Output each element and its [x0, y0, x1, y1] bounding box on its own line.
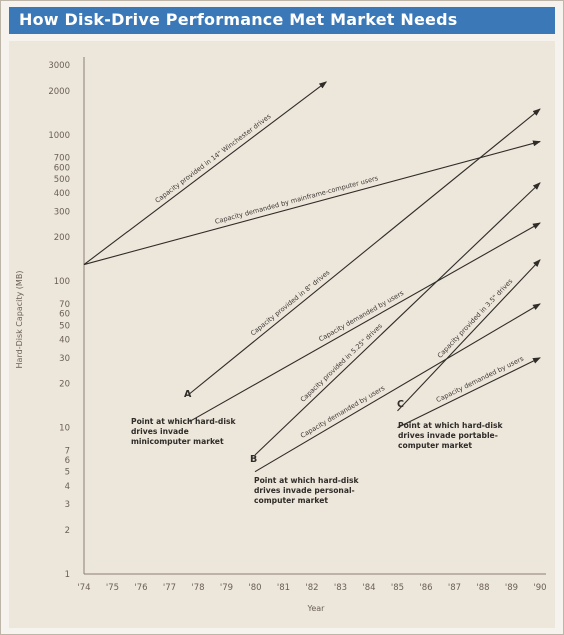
series-line [254, 182, 541, 456]
y-tick-label: 700 [54, 154, 70, 164]
x-tick-label: '76 [134, 583, 147, 593]
series-label: Capacity demanded by users [435, 354, 526, 404]
y-axis-title: Hard-Disk Capacity (MB) [15, 271, 24, 369]
annotation-note: computer market [254, 496, 328, 505]
x-tick-label: '75 [106, 583, 119, 593]
annotation-note: drives invade personal- [254, 486, 355, 495]
annotation-note: drives invade [131, 427, 189, 436]
y-tick-label: 2 [65, 526, 70, 536]
y-tick-label: 30 [59, 354, 70, 364]
annotation-note: drives invade portable- [398, 431, 498, 440]
series-line [189, 222, 541, 423]
x-tick-label: '87 [448, 583, 461, 593]
annotation-note: Point at which hard-disk [398, 421, 503, 430]
y-tick-label: 60 [59, 310, 70, 320]
y-tick-label: 5 [65, 468, 70, 478]
y-tick-label: 2000 [48, 87, 70, 97]
y-tick-label: 400 [54, 189, 70, 199]
x-tick-label: '88 [476, 583, 489, 593]
x-tick-label: '83 [334, 583, 347, 593]
y-tick-label: 600 [54, 163, 70, 173]
chart-title: How Disk-Drive Performance Met Market Ne… [19, 10, 458, 29]
series-line [397, 259, 541, 412]
y-tick-label: 20 [59, 380, 70, 390]
plot-background [9, 41, 555, 628]
y-tick-label: 3 [65, 500, 70, 510]
x-tick-label: '79 [220, 583, 233, 593]
series-label: Capacity demanded by mainframe-computer … [214, 174, 379, 226]
y-tick-label: 50 [59, 321, 70, 331]
series-line [397, 357, 541, 429]
annotation-letter: C [397, 399, 404, 410]
x-tick-label: '86 [419, 583, 432, 593]
annotation-letter: B [250, 454, 257, 465]
y-tick-label: 200 [54, 233, 70, 243]
x-tick-label: '82 [305, 583, 318, 593]
x-axis-title: Year [307, 604, 326, 613]
series-line [189, 108, 541, 395]
series-line [83, 81, 328, 265]
y-tick-label: 40 [59, 335, 70, 345]
y-tick-label: 1000 [48, 131, 70, 141]
y-tick-label: 7 [65, 446, 70, 456]
annotation-note: minicomputer market [131, 437, 224, 446]
series-label: Capacity provided in 8" drives [249, 268, 332, 337]
x-tick-label: '81 [277, 583, 290, 593]
x-tick-label: '74 [77, 583, 90, 593]
x-tick-label: '90 [533, 583, 546, 593]
x-tick-label: '78 [191, 583, 204, 593]
x-tick-label: '84 [362, 583, 375, 593]
series-label: Capacity provided in 14" Winchester driv… [154, 112, 273, 205]
y-tick-label: 70 [59, 300, 70, 310]
title-bar: How Disk-Drive Performance Met Market Ne… [9, 7, 555, 34]
y-tick-label: 4 [65, 482, 70, 492]
y-tick-label: 3000 [48, 61, 70, 71]
annotation-note: computer market [398, 441, 472, 450]
y-tick-label: 300 [54, 207, 70, 217]
x-tick-label: '80 [248, 583, 261, 593]
y-tick-label: 500 [54, 175, 70, 185]
annotation-note: Point at which hard-disk [254, 476, 359, 485]
x-tick-label: '85 [391, 583, 404, 593]
annotation-letter: A [184, 389, 192, 400]
series-label: Capacity provided in 3.5" drives [436, 277, 515, 360]
x-tick-label: '89 [505, 583, 518, 593]
series-label: Capacity demanded by users [317, 289, 405, 344]
x-tick-label: '77 [163, 583, 176, 593]
y-tick-label: 1 [65, 570, 70, 580]
series-line [254, 303, 541, 473]
series-line [83, 140, 541, 266]
y-tick-label: 6 [65, 456, 70, 466]
y-tick-label: 100 [54, 277, 70, 287]
y-tick-label: 10 [59, 424, 70, 434]
annotation-note: Point at which hard-disk [131, 417, 236, 426]
